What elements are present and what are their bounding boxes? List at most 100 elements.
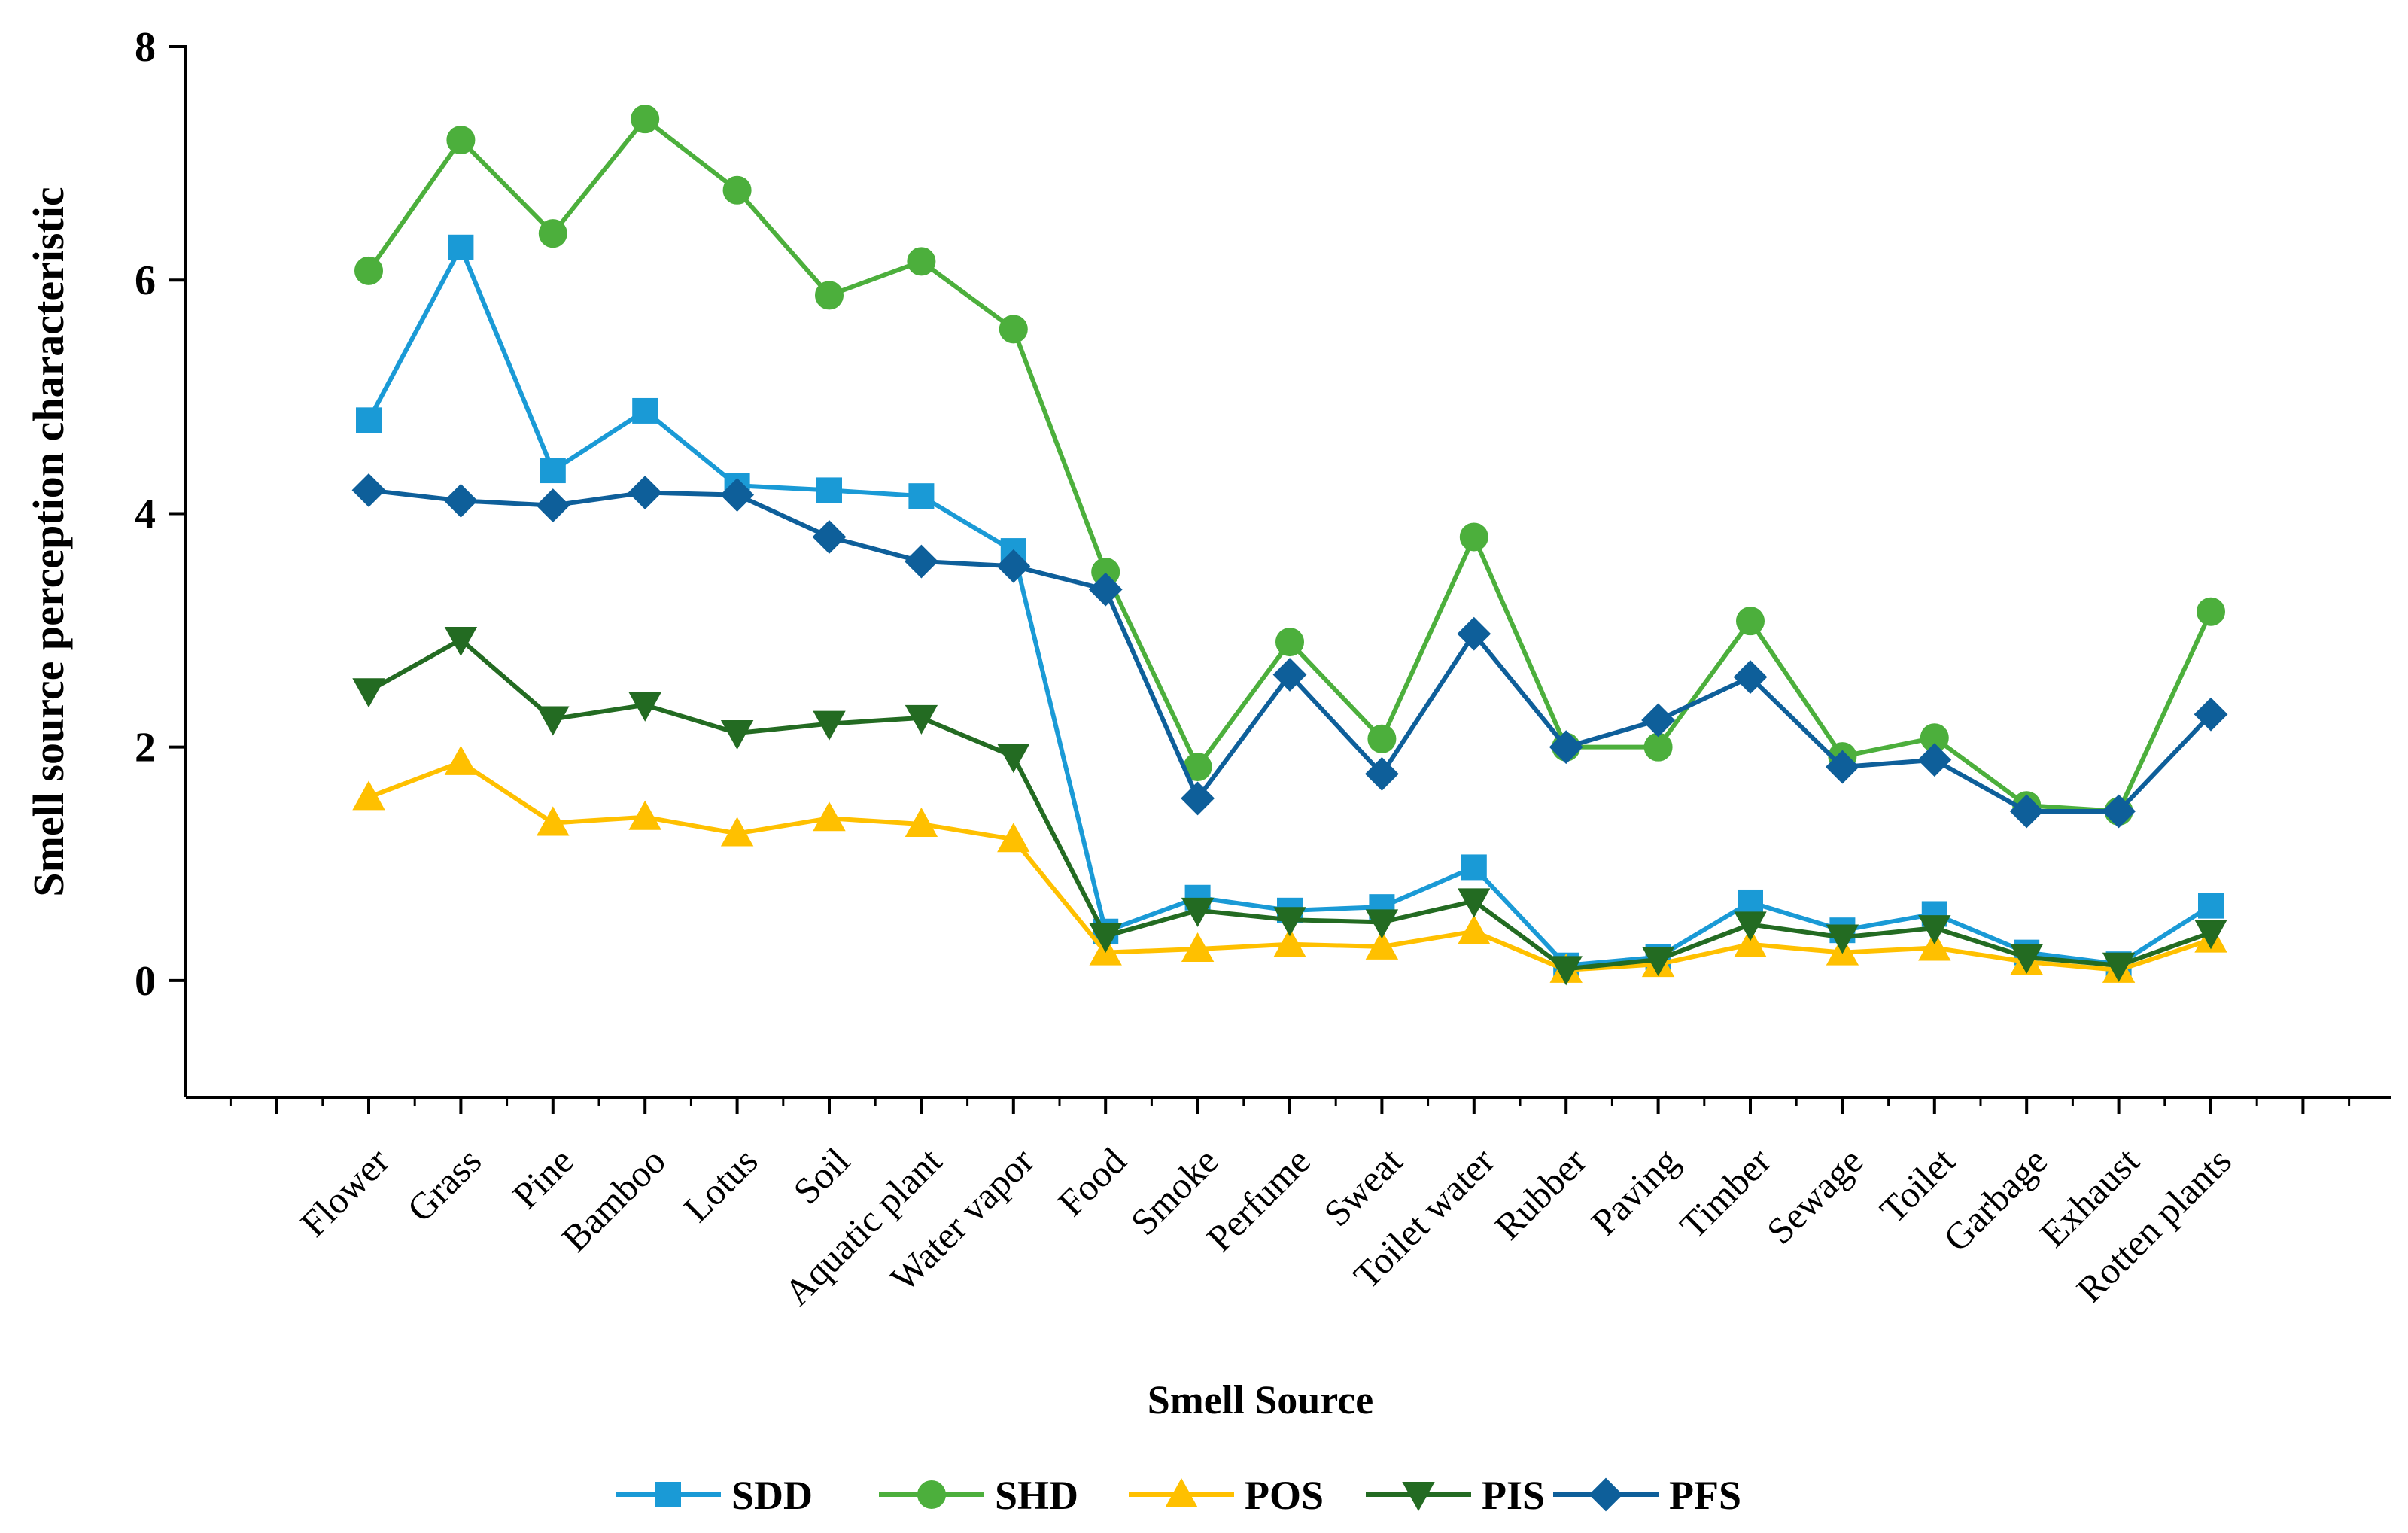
legend-marker-pos (1165, 1477, 1198, 1507)
point-pis-water-vapor (997, 744, 1030, 774)
point-pos-toilet (1918, 931, 1951, 961)
point-pfs-lotus (720, 478, 755, 513)
point-pos-timber (1734, 927, 1767, 957)
point-pis-grass (444, 626, 478, 657)
point-pos-toilet-water (1458, 914, 1491, 944)
point-pis-sweat (1365, 909, 1399, 939)
y-tick-label: 8 (135, 24, 156, 71)
point-pfs-aquatic-plant (904, 544, 938, 579)
point-pos-aquatic-plant (905, 807, 938, 838)
point-pis-toilet (1918, 915, 1951, 945)
point-pis-flower (352, 678, 385, 708)
x-tick-label-grass: Grass (399, 1139, 489, 1230)
point-shd-water-vapor (999, 315, 1028, 344)
point-pfs-bamboo (628, 476, 662, 509)
point-shd-bamboo (631, 105, 660, 134)
point-pis-garbage (2010, 944, 2043, 974)
legend-marker-pis (1402, 1482, 1435, 1512)
x-tick-label-rubber: Rubber (1486, 1139, 1595, 1248)
point-shd-timber (1736, 607, 1765, 636)
point-sdd-bamboo (632, 397, 658, 424)
point-shd-paving (1643, 732, 1673, 762)
point-pfs-soil (812, 520, 847, 554)
point-shd-aquatic-plant (907, 247, 936, 276)
x-tick-label-pine: Pine (504, 1139, 581, 1216)
point-sdd-flower (356, 407, 382, 433)
point-sdd-grass (448, 234, 474, 260)
point-pfs-paving (1641, 703, 1676, 738)
point-pos-pine (537, 806, 570, 836)
point-pis-lotus (720, 720, 754, 750)
y-tick-label: 4 (135, 491, 156, 537)
point-sdd-soil (816, 477, 842, 503)
series-shd (354, 105, 2225, 826)
x-tick-label-timber: Timber (1671, 1139, 1779, 1247)
series-pos (352, 745, 2227, 983)
point-shd-pine (538, 219, 567, 248)
point-pis-smoke (1181, 897, 1215, 927)
point-shd-soil (815, 281, 844, 310)
point-sdd-rotten-plants (2198, 893, 2224, 919)
y-tick-label: 0 (135, 958, 156, 1005)
point-pis-toilet-water (1458, 888, 1491, 918)
x-tick-label-lotus: Lotus (675, 1139, 765, 1230)
point-pis-food (1089, 923, 1122, 954)
point-shd-rotten-plants (2197, 597, 2225, 626)
point-pis-bamboo (628, 692, 661, 722)
point-pfs-smoke (1181, 781, 1215, 816)
y-tick-label: 2 (135, 725, 156, 771)
point-pis-exhaust (2102, 952, 2136, 982)
point-pos-bamboo (628, 800, 661, 830)
legend-label-pfs: PFS (1669, 1473, 1741, 1518)
point-shd-sweat (1367, 724, 1397, 753)
x-tick-label-garbage: Garbage (1935, 1139, 2055, 1259)
point-pfs-toilet (1917, 743, 1952, 777)
legend-label-pos: POS (1245, 1473, 1324, 1518)
point-pfs-rotten-plants (2194, 697, 2228, 732)
point-pfs-timber (1733, 660, 1768, 695)
point-pfs-sewage (1825, 750, 1859, 784)
legend: SDD SHD POS PIS PFS (616, 1473, 1741, 1518)
point-pos-soil (813, 801, 846, 832)
point-pfs-water-vapor (996, 549, 1031, 583)
point-pis-sewage (1826, 924, 1859, 954)
point-pis-rubber (1549, 956, 1583, 986)
point-pis-perfume (1273, 907, 1306, 937)
legend-item-shd: SHD (879, 1473, 1078, 1518)
point-pos-sweat (1365, 929, 1399, 960)
point-pis-pine (537, 706, 570, 736)
legend-label-sdd: SDD (731, 1473, 813, 1518)
point-shd-grass (446, 126, 476, 155)
legend-item-pos: POS (1129, 1473, 1324, 1518)
point-pfs-toilet-water (1457, 616, 1491, 651)
point-pos-smoke (1181, 932, 1215, 963)
x-tick-label-bamboo: Bamboo (554, 1139, 673, 1259)
y-tick-label: 6 (135, 257, 156, 304)
point-shd-toilet-water (1459, 522, 1488, 552)
point-pos-lotus (720, 817, 754, 847)
point-pfs-food (1088, 572, 1123, 607)
point-pis-aquatic-plant (905, 704, 938, 735)
point-pfs-rubber (1549, 730, 1583, 765)
point-pos-grass (444, 745, 478, 775)
series-pfs (351, 473, 2228, 829)
point-sdd-timber (1738, 889, 1763, 915)
point-shd-flower (354, 256, 383, 285)
point-pfs-garbage (2009, 794, 2044, 829)
point-shd-lotus (722, 175, 752, 205)
point-pos-flower (352, 780, 385, 811)
point-pfs-pine (536, 488, 570, 523)
point-pfs-perfume (1272, 658, 1307, 692)
x-tick-label-sewage: Sewage (1759, 1139, 1871, 1252)
legend-item-pis: PIS (1366, 1473, 1545, 1518)
point-shd-perfume (1275, 628, 1304, 657)
point-pis-soil (813, 710, 846, 741)
point-pfs-flower (351, 473, 386, 507)
point-sdd-pine (540, 458, 566, 484)
legend-marker-pfs (1589, 1477, 1623, 1512)
legend-item-pfs: PFS (1553, 1473, 1741, 1518)
point-pfs-grass (443, 483, 478, 518)
point-pis-paving (1641, 946, 1675, 977)
